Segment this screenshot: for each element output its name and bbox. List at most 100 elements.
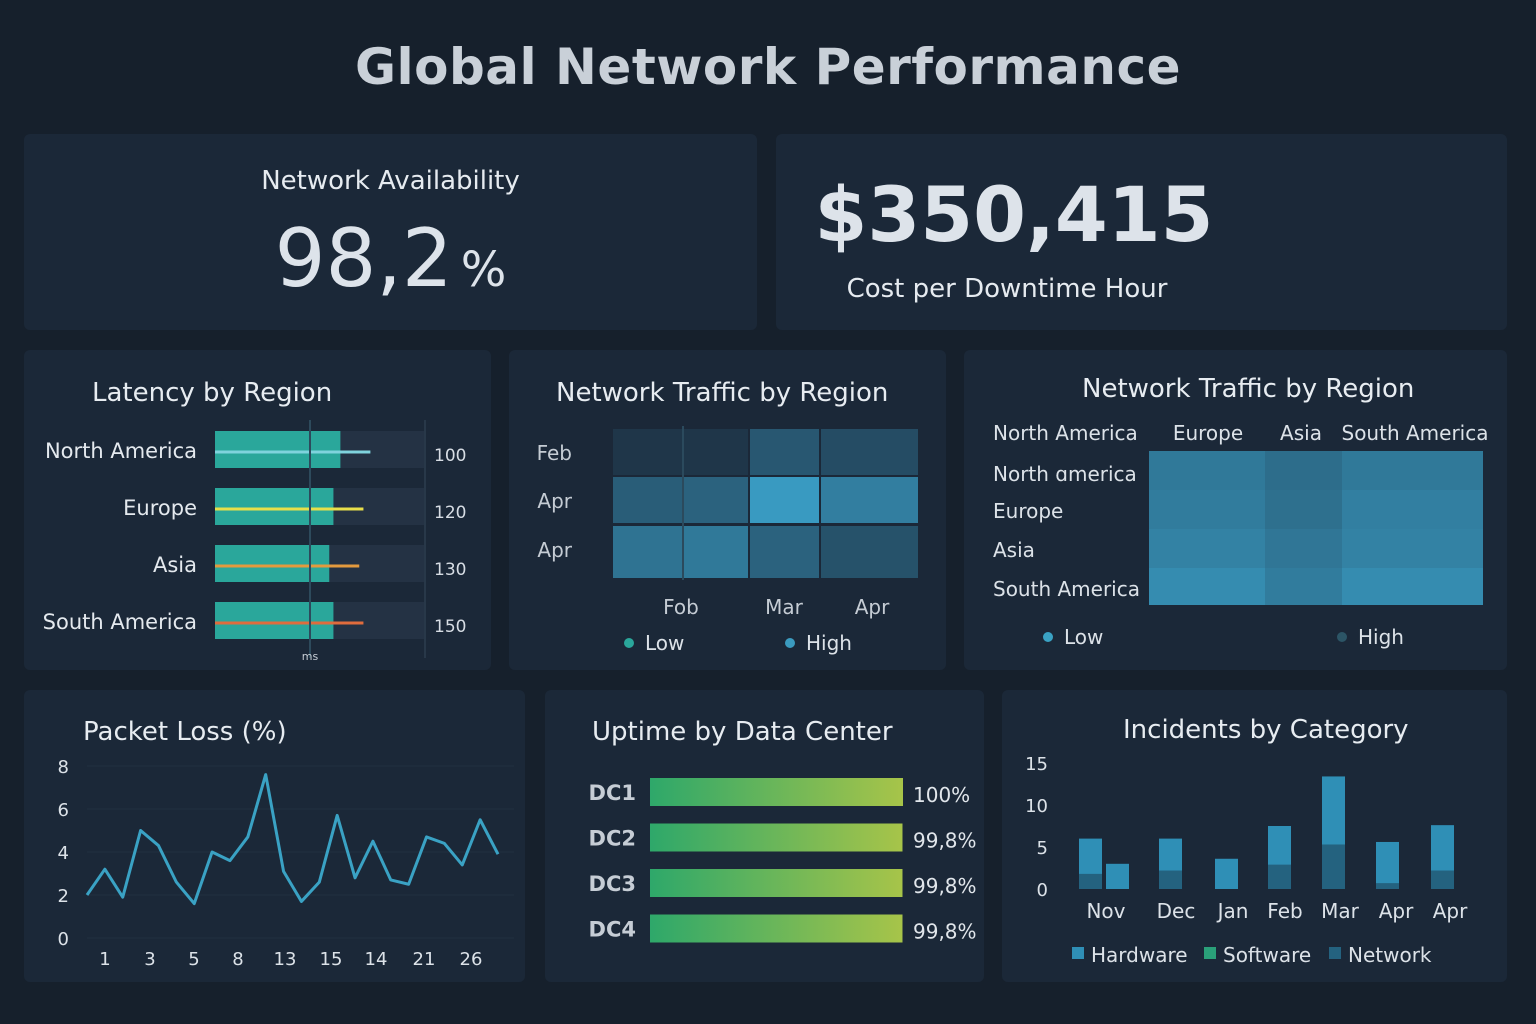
uptime-bar [650,778,903,806]
traffic-a-cell [684,526,748,578]
incidents-network-bar [1159,870,1182,889]
traffic-b-x-label: Europe [1173,421,1243,445]
traffic-b-cell [1149,451,1265,490]
availability-value-row: 98,2% [24,212,757,305]
traffic-b-legend-label: High [1358,625,1404,649]
latency-category-label: Asia [153,553,197,577]
packet-x-tick: 26 [460,949,483,970]
latency-axis-label: ms [302,650,319,663]
traffic-b-cell [1149,529,1265,568]
latency-bar [215,602,334,639]
latency-title: Latency by Region [92,378,333,408]
packet-x-tick: 13 [274,949,297,970]
traffic-a-cell [613,429,682,475]
latency-value-label: 100 [434,446,466,466]
uptime-category-label: DC1 [589,781,636,805]
uptime-bar [650,823,903,852]
traffic-a-y-label: Apr [537,489,572,513]
uptime-category-label: DC3 [589,872,636,896]
latency-category-label: South America [43,610,197,634]
availability-panel: Network Availability 98,2% [24,134,757,330]
incidents-network-bar [1268,864,1291,889]
traffic-b-title: Network Traffic by Region [1082,374,1415,404]
cost-label: Cost per Downtime Hour [846,274,1168,304]
traffic-b-legend-marker [1337,632,1347,642]
uptime-title: Uptime by Data Center [592,717,893,747]
incidents-x-label: Nov [1086,899,1125,923]
traffic-a-x-label: Apr [855,595,890,619]
incidents-hardware-bar [1215,858,1238,889]
traffic-b-cell [1265,451,1342,490]
availability-label: Network Availability [261,166,520,196]
traffic-a-panel: Network Traffic by Region Feb Apr Apr Fob Ma… [509,350,946,670]
packet-x-tick: 3 [144,949,155,970]
latency-bar [215,488,334,525]
traffic-a-y-label: Apr [537,538,572,562]
traffic-a-cell [821,429,918,475]
uptime-value-label: 99,8% [913,920,977,944]
uptime-value-label: 99,8% [913,874,977,898]
incidents-y-tick: 15 [1025,754,1048,775]
incidents-legend-label: Network [1348,943,1432,967]
incidents-x-label: Jan [1216,899,1249,923]
latency-panel: Latency by Region North America 100 Europe… [24,350,491,670]
uptime-bar [650,914,903,943]
traffic-b-cell [1265,490,1342,529]
traffic-b-legend-marker [1043,632,1053,642]
packet-loss-line [85,773,500,906]
incidents-y-tick: 10 [1025,796,1048,817]
incidents-x-label: Dec [1157,899,1196,923]
packet-x-tick: 14 [365,949,388,970]
packet-y-tick: 2 [58,886,69,907]
traffic-b-cell [1342,451,1483,490]
incidents-legend-marker [1329,947,1341,959]
incidents-legend-label: Software [1223,943,1311,967]
uptime-bar [650,869,903,897]
cost-panel: $350,415 Cost per Downtime Hour [776,134,1507,330]
packet-x-tick: 8 [232,949,243,970]
incidents-x-label: Apr [1433,899,1468,923]
packet-loss-title: Packet Loss (%) [83,717,287,747]
traffic-a-legend-label: High [806,631,852,655]
packet-y-tick: 4 [58,843,69,864]
traffic-a-x-label: Mar [765,595,804,619]
traffic-a-cell [821,526,918,578]
traffic-b-cell [1265,529,1342,568]
traffic-b-legend-label: Low [1064,625,1103,649]
traffic-b-cell [1149,568,1265,605]
incidents-chart: 0 5 10 15 Nov Dec Jan Feb Mar Apr Apr Hardware Softw… [1025,754,1468,967]
uptime-panel: Uptime by Data Center DC1 100% DC2 99,8% DC3… [545,690,984,982]
packet-y-tick: 8 [58,757,69,778]
uptime-chart: DC1 100% DC2 99,8% DC3 99,8% DC4 99,8% [589,778,977,944]
traffic-b-heatmap: North America Europe Asia South America Nort… [993,421,1488,649]
packet-x-tick: 21 [413,949,436,970]
traffic-b-cell [1342,568,1483,605]
packet-x-tick: 1 [99,949,110,970]
uptime-category-label: DC2 [589,827,636,851]
traffic-b-y-label: North ɑmerica [993,462,1137,486]
traffic-b-y-label: Europe [993,499,1063,523]
availability-value: 98,2 [274,212,453,305]
traffic-a-cell [750,429,819,475]
latency-value-label: 130 [434,560,466,580]
availability-unit: % [460,242,507,298]
traffic-b-cell [1149,490,1265,529]
traffic-b-x-label: Asia [1280,421,1322,445]
traffic-a-cell [613,477,682,523]
incidents-network-bar [1376,883,1399,889]
latency-category-label: Europe [123,496,197,520]
traffic-a-legend-marker [624,638,634,648]
traffic-b-panel: Network Traffic by Region North America E… [964,350,1507,670]
traffic-b-top-row-label: North America [993,421,1138,445]
traffic-a-cell [684,429,748,475]
traffic-b-cell [1342,490,1483,529]
uptime-value-label: 99,8% [913,829,977,853]
incidents-title: Incidents by Category [1123,715,1409,745]
traffic-a-heatmap: Feb Apr Apr Fob Mar Apr Low High [537,426,918,655]
incidents-panel: Incidents by Category 0 5 10 15 Nov Dec Jan Feb… [1002,690,1507,982]
packet-x-tick: 15 [320,949,343,970]
uptime-value-label: 100% [913,783,970,807]
incidents-legend-label: Hardware [1091,943,1188,967]
incidents-x-label: Feb [1267,899,1302,923]
